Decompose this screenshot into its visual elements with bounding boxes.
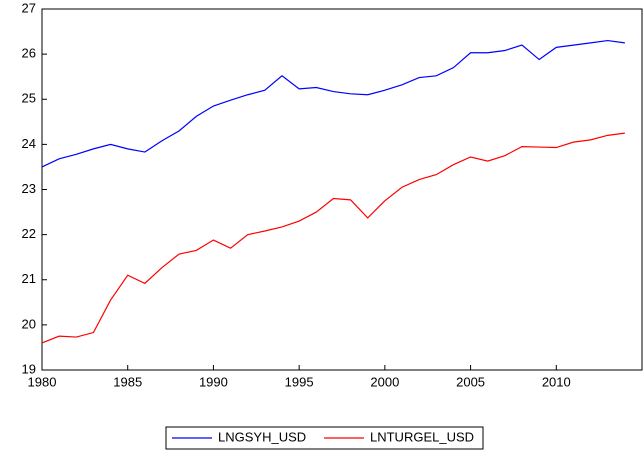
x-tick-label: 2005 — [456, 374, 485, 389]
series-line — [41, 132, 625, 344]
y-tick-label: 23 — [22, 181, 36, 196]
legend-label: LNTURGEL_USD — [370, 429, 474, 444]
plot-frame — [41, 8, 643, 371]
series-line — [41, 39, 625, 168]
y-tick-label: 22 — [22, 226, 36, 241]
y-tick-label: 27 — [22, 0, 36, 15]
legend-label: LNGSYH_USD — [218, 429, 306, 444]
x-tick-label: 1985 — [113, 374, 142, 389]
y-tick-label: 19 — [22, 361, 36, 376]
x-tick-label: 1980 — [28, 374, 57, 389]
x-tick-label: 1990 — [199, 374, 228, 389]
x-tick-label: 2010 — [542, 374, 571, 389]
y-tick-label: 24 — [22, 136, 36, 151]
x-tick-label: 2000 — [370, 374, 399, 389]
y-tick-label: 26 — [22, 46, 36, 61]
x-tick-label: 1995 — [285, 374, 314, 389]
y-tick-label: 25 — [22, 91, 36, 106]
y-tick-label: 21 — [22, 271, 36, 286]
y-tick-label: 20 — [22, 316, 36, 331]
